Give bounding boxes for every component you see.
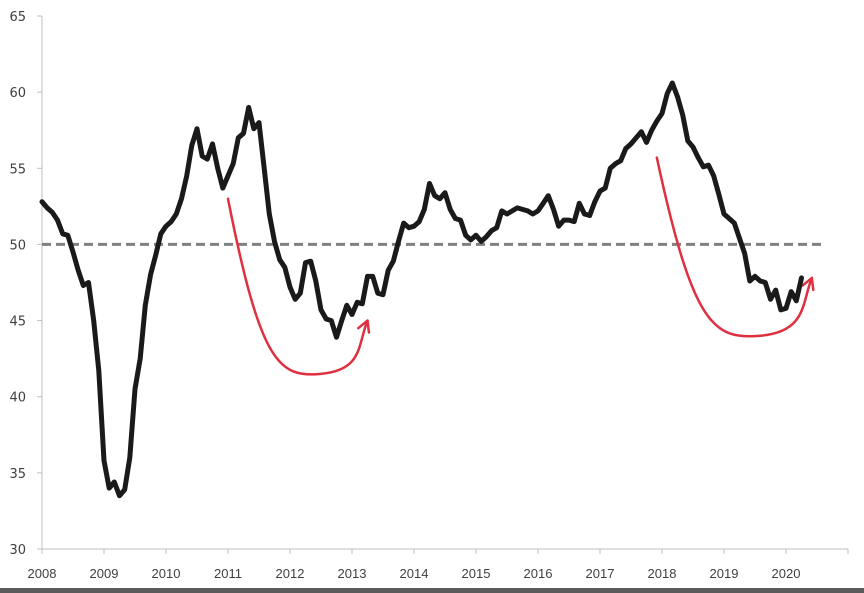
y-tick-label: 40 bbox=[9, 391, 26, 406]
x-tick-label: 2008 bbox=[28, 566, 57, 581]
x-tick-label: 2012 bbox=[276, 566, 305, 581]
y-tick-label: 55 bbox=[9, 162, 26, 177]
x-axis: 2008 2009 2010 2011 2012 2013 2014 2015 2016 2017… bbox=[28, 548, 849, 581]
x-tick-label: 2016 bbox=[524, 566, 553, 581]
bottom-border bbox=[0, 588, 864, 593]
x-tick-label: 2014 bbox=[400, 566, 429, 581]
x-tick-label: 2010 bbox=[152, 566, 181, 581]
trend-arrow-2 bbox=[655, 156, 814, 338]
x-tick-label: 2020 bbox=[772, 566, 801, 581]
y-axis: 30 35 40 45 50 55 60 65 bbox=[9, 10, 43, 558]
x-tick-label: 2017 bbox=[586, 566, 615, 581]
x-tick-label: 2019 bbox=[710, 566, 739, 581]
y-tick-label: 60 bbox=[9, 86, 26, 101]
y-tick-label: 65 bbox=[9, 10, 26, 25]
x-tick-label: 2015 bbox=[462, 566, 491, 581]
series-line bbox=[39, 80, 804, 499]
arrowhead-icon bbox=[356, 319, 371, 334]
y-tick-label: 35 bbox=[9, 467, 26, 482]
y-tick-label: 45 bbox=[9, 315, 26, 330]
x-tick-label: 2018 bbox=[648, 566, 677, 581]
trend-arrow-1 bbox=[226, 197, 369, 376]
y-tick-label: 50 bbox=[9, 238, 26, 253]
x-tick-label: 2011 bbox=[214, 566, 242, 581]
arrowhead-icon bbox=[801, 276, 815, 292]
x-tick-label: 2009 bbox=[90, 566, 119, 581]
annotations bbox=[226, 156, 815, 376]
x-tick-label: 2013 bbox=[338, 566, 367, 581]
y-tick-label: 30 bbox=[9, 543, 26, 558]
